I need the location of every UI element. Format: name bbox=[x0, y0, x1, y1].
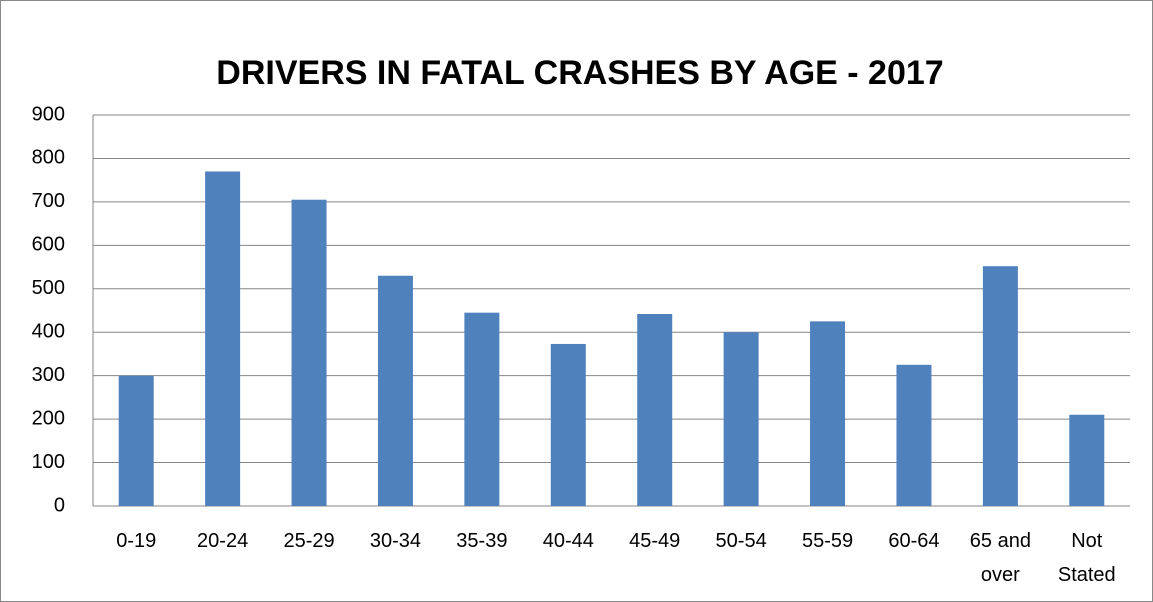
x-tick-label: 50-54 bbox=[715, 530, 767, 552]
bar bbox=[723, 332, 759, 506]
y-tick-label: 100 bbox=[32, 451, 65, 473]
bar bbox=[637, 313, 673, 506]
y-tick-label: 200 bbox=[32, 407, 65, 429]
y-tick-label: 400 bbox=[32, 321, 65, 343]
x-tick-label: 60-64 bbox=[888, 530, 940, 552]
x-tick-label: 20-24 bbox=[197, 530, 249, 552]
y-tick-label: 700 bbox=[32, 190, 65, 212]
bar bbox=[464, 312, 500, 506]
y-tick-label: 900 bbox=[32, 103, 65, 125]
bar bbox=[291, 199, 327, 506]
x-tick-label: 30-34 bbox=[369, 530, 422, 552]
bar bbox=[377, 275, 413, 506]
bar bbox=[810, 321, 846, 506]
bar bbox=[205, 171, 241, 506]
y-tick-label: 300 bbox=[32, 364, 65, 386]
x-tick-label: 65 and over bbox=[969, 530, 1031, 586]
x-tick-label: 0-19 bbox=[116, 530, 157, 552]
bar bbox=[550, 343, 586, 506]
x-tick-label: 25-29 bbox=[283, 530, 335, 552]
x-tick-label: 55-59 bbox=[801, 530, 854, 552]
y-tick-label: 0 bbox=[54, 494, 65, 516]
x-tick-label: Not Stated bbox=[1057, 530, 1116, 586]
chart-title: DRIVERS IN FATAL CRASHES BY AGE - 2017 bbox=[216, 54, 943, 92]
y-tick-label: 500 bbox=[32, 277, 65, 299]
x-tick-label: 35-39 bbox=[456, 530, 508, 552]
y-tick-label: 800 bbox=[32, 147, 65, 169]
x-tick-label: 45-49 bbox=[629, 530, 681, 552]
bar bbox=[118, 375, 154, 506]
bar bbox=[1069, 414, 1105, 506]
y-tick-label: 600 bbox=[32, 234, 65, 256]
bar bbox=[982, 266, 1018, 506]
x-tick-label: 40-44 bbox=[542, 530, 594, 552]
bar bbox=[896, 364, 932, 506]
